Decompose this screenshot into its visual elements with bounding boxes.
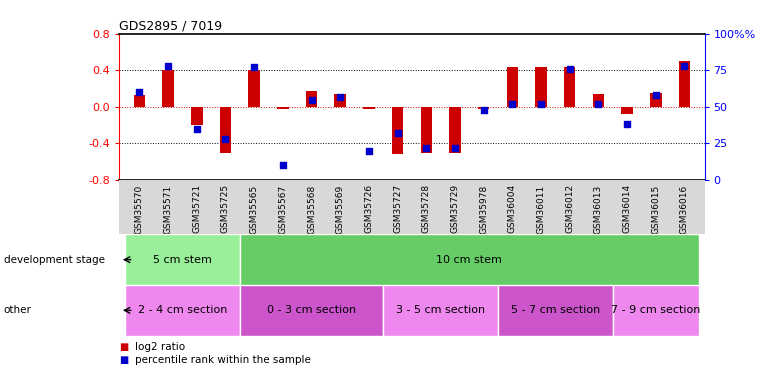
Point	[133, 89, 146, 95]
Point	[592, 101, 604, 107]
Text: GSM35569: GSM35569	[336, 184, 345, 234]
Bar	[621, 107, 633, 114]
Text: GSM35726: GSM35726	[364, 184, 373, 234]
Bar	[478, 107, 490, 109]
Point	[535, 101, 547, 107]
Text: ■: ■	[119, 355, 129, 365]
Text: GDS2895 / 7019: GDS2895 / 7019	[119, 20, 223, 33]
Text: GSM35571: GSM35571	[163, 184, 172, 234]
Text: GSM35728: GSM35728	[422, 184, 430, 234]
Bar	[392, 107, 403, 154]
Bar	[498, 285, 613, 336]
Bar	[239, 234, 699, 285]
Bar	[125, 285, 239, 336]
Bar	[219, 107, 231, 153]
Text: GSM35565: GSM35565	[249, 184, 259, 234]
Bar	[191, 107, 203, 125]
Text: GSM36004: GSM36004	[508, 184, 517, 234]
Bar	[449, 107, 460, 153]
Bar	[564, 67, 575, 107]
Text: percentile rank within the sample: percentile rank within the sample	[135, 355, 310, 365]
Point	[564, 66, 576, 72]
Text: GSM35729: GSM35729	[450, 184, 460, 234]
Point	[477, 107, 490, 113]
Text: 5 cm stem: 5 cm stem	[153, 255, 212, 265]
Text: GSM35721: GSM35721	[192, 184, 201, 234]
Point	[334, 94, 346, 100]
Text: GSM35978: GSM35978	[479, 184, 488, 234]
Bar	[134, 95, 146, 107]
Point	[420, 145, 433, 151]
Point	[162, 63, 174, 69]
Text: ■: ■	[119, 342, 129, 352]
Bar	[678, 61, 690, 107]
Text: GSM36011: GSM36011	[537, 184, 545, 234]
Bar	[277, 107, 289, 109]
Point	[219, 136, 232, 142]
Bar	[420, 107, 432, 153]
Bar	[507, 67, 518, 107]
Text: GSM35568: GSM35568	[307, 184, 316, 234]
Point	[678, 63, 691, 69]
Bar	[162, 70, 174, 107]
Text: log2 ratio: log2 ratio	[135, 342, 185, 352]
Bar	[306, 92, 317, 107]
Text: 2 - 4 cm section: 2 - 4 cm section	[138, 305, 227, 315]
Bar	[535, 67, 547, 107]
Point	[650, 92, 662, 98]
Text: other: other	[4, 305, 32, 315]
Text: GSM36012: GSM36012	[565, 184, 574, 234]
Bar	[239, 285, 383, 336]
Text: development stage: development stage	[4, 255, 105, 265]
Text: GSM36016: GSM36016	[680, 184, 689, 234]
Point	[621, 122, 633, 128]
Text: GSM36013: GSM36013	[594, 184, 603, 234]
Point	[276, 162, 289, 168]
Bar	[383, 285, 498, 336]
Text: 10 cm stem: 10 cm stem	[437, 255, 502, 265]
Point	[506, 101, 518, 107]
Bar	[334, 94, 346, 107]
Text: GSM36015: GSM36015	[651, 184, 661, 234]
Point	[191, 126, 203, 132]
Point	[306, 97, 318, 103]
Bar	[125, 234, 239, 285]
Point	[391, 130, 403, 136]
Text: 7 - 9 cm section: 7 - 9 cm section	[611, 305, 701, 315]
Bar	[650, 93, 661, 107]
Text: GSM35727: GSM35727	[393, 184, 402, 234]
Text: 0 - 3 cm section: 0 - 3 cm section	[267, 305, 356, 315]
Text: GSM35567: GSM35567	[279, 184, 287, 234]
Point	[449, 145, 461, 151]
Bar	[593, 94, 604, 107]
Point	[363, 148, 375, 154]
Bar	[249, 70, 260, 107]
Text: GSM35570: GSM35570	[135, 184, 144, 234]
Bar	[363, 107, 375, 109]
Point	[248, 64, 260, 70]
Text: GSM35725: GSM35725	[221, 184, 230, 234]
Bar	[613, 285, 699, 336]
Text: 5 - 7 cm section: 5 - 7 cm section	[511, 305, 600, 315]
Text: 3 - 5 cm section: 3 - 5 cm section	[396, 305, 485, 315]
Text: GSM36014: GSM36014	[623, 184, 631, 234]
